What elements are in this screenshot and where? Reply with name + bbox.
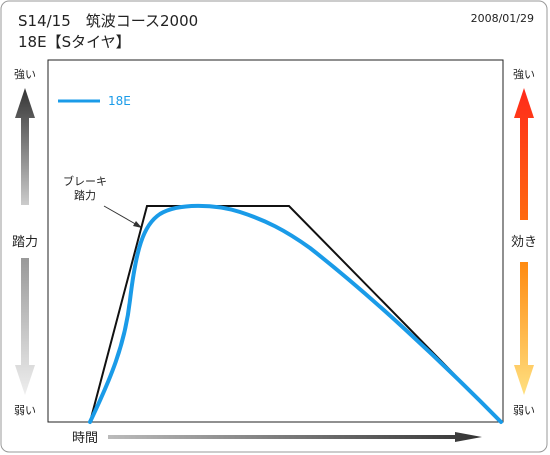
- left-bottom-label: 弱い: [14, 404, 36, 417]
- plot-area: [47, 59, 504, 423]
- left-top-label: 強い: [14, 68, 36, 81]
- annotation-line: 踏力: [74, 188, 96, 202]
- title: S14/15 筑波コース2000: [18, 12, 198, 30]
- date: 2008/01/29: [471, 12, 534, 25]
- annotation-arrowhead: [133, 221, 142, 228]
- right-top-label: 強い: [513, 68, 535, 81]
- right-bottom-label: 弱い: [513, 404, 535, 417]
- left-down-arrow: [15, 258, 35, 395]
- right-axis-label: 効き: [511, 235, 537, 250]
- right-up-arrow: [514, 88, 534, 220]
- legend-label: 18E: [108, 94, 131, 108]
- left-up-arrow: [15, 88, 35, 205]
- time-arrow: [108, 432, 482, 442]
- annotation-pointer: [103, 205, 140, 227]
- x-axis-label: 時間: [72, 431, 98, 446]
- braking-curve: [88, 203, 503, 424]
- annotation-line: ブレーキ: [63, 174, 107, 188]
- left-axis-label: 踏力: [12, 235, 38, 250]
- subtitle: 18E【Sタイヤ】: [18, 33, 131, 51]
- right-down-arrow: [514, 262, 534, 395]
